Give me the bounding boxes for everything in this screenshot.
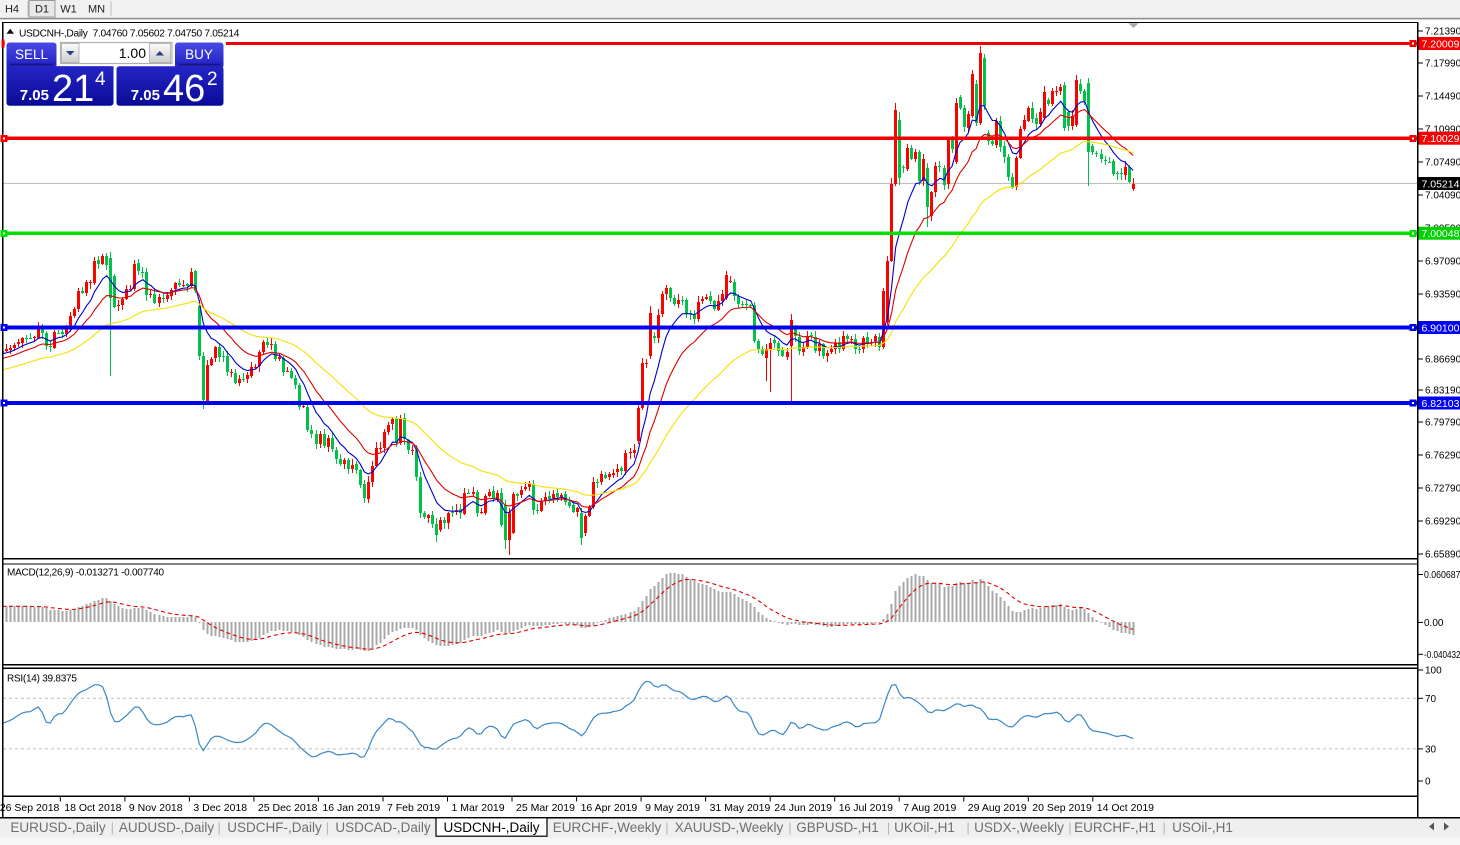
svg-text:|: | bbox=[425, 820, 428, 835]
svg-text:XAUUSD-,Weekly: XAUUSD-,Weekly bbox=[675, 820, 784, 835]
svg-text:14 Oct 2019: 14 Oct 2019 bbox=[1097, 802, 1154, 814]
svg-text:25 Mar 2019: 25 Mar 2019 bbox=[516, 802, 575, 814]
svg-text:7.21390: 7.21390 bbox=[1425, 27, 1460, 38]
svg-text:6.69290: 6.69290 bbox=[1425, 517, 1460, 528]
svg-text:6.97090: 6.97090 bbox=[1425, 257, 1460, 268]
svg-text:EURUSD-,Daily: EURUSD-,Daily bbox=[10, 820, 106, 835]
svg-text:|: | bbox=[326, 820, 329, 835]
svg-text:7.05: 7.05 bbox=[20, 87, 49, 104]
svg-text:6.72790: 6.72790 bbox=[1425, 484, 1460, 495]
svg-text:|: | bbox=[665, 820, 668, 835]
svg-text:D1: D1 bbox=[35, 4, 49, 16]
svg-text:7.04090: 7.04090 bbox=[1425, 191, 1460, 202]
svg-text:46: 46 bbox=[163, 68, 205, 110]
svg-text:7.17990: 7.17990 bbox=[1425, 59, 1460, 70]
svg-text:|: | bbox=[1068, 820, 1071, 835]
svg-text:7 Aug 2019: 7 Aug 2019 bbox=[903, 802, 956, 814]
svg-text:30: 30 bbox=[1425, 744, 1437, 755]
svg-text:3 Dec 2018: 3 Dec 2018 bbox=[193, 802, 247, 814]
svg-text:2: 2 bbox=[207, 69, 218, 90]
svg-text:BUY: BUY bbox=[185, 47, 213, 62]
svg-text:7.07490: 7.07490 bbox=[1425, 158, 1460, 169]
svg-text:6.93590: 6.93590 bbox=[1425, 290, 1460, 301]
svg-text:7.05: 7.05 bbox=[131, 87, 160, 104]
svg-text:25 Dec 2018: 25 Dec 2018 bbox=[258, 802, 318, 814]
svg-text:USDCHF-,Daily: USDCHF-,Daily bbox=[227, 820, 322, 835]
svg-text:|: | bbox=[966, 820, 969, 835]
svg-text:USDCAD-,Daily: USDCAD-,Daily bbox=[335, 820, 431, 835]
svg-text:9 May 2019: 9 May 2019 bbox=[645, 802, 700, 814]
svg-text:MN: MN bbox=[88, 4, 105, 16]
svg-text:7.14490: 7.14490 bbox=[1425, 92, 1460, 103]
svg-text:H4: H4 bbox=[5, 4, 19, 16]
svg-text:RSI(14) 39.8375: RSI(14) 39.8375 bbox=[7, 674, 77, 685]
svg-text:26 Sep 2018: 26 Sep 2018 bbox=[0, 802, 60, 814]
svg-text:7.20009: 7.20009 bbox=[1422, 39, 1460, 51]
svg-text:0: 0 bbox=[1425, 777, 1431, 788]
svg-text:6.76290: 6.76290 bbox=[1425, 451, 1460, 462]
svg-text:6.65890: 6.65890 bbox=[1425, 550, 1460, 561]
svg-text:UKOil-,H1: UKOil-,H1 bbox=[894, 820, 955, 835]
svg-text:|: | bbox=[111, 820, 114, 835]
svg-text:21: 21 bbox=[52, 68, 94, 110]
svg-text:|: | bbox=[887, 820, 890, 835]
svg-text:USDX-,Weekly: USDX-,Weekly bbox=[974, 820, 1064, 835]
svg-text:|: | bbox=[218, 820, 221, 835]
svg-text:6.86690: 6.86690 bbox=[1425, 355, 1460, 366]
svg-text:6.90100: 6.90100 bbox=[1422, 323, 1460, 335]
svg-text:6.83190: 6.83190 bbox=[1425, 386, 1460, 397]
svg-text:31 May 2019: 31 May 2019 bbox=[710, 802, 771, 814]
svg-text:1.00: 1.00 bbox=[119, 45, 146, 61]
svg-text:16 Apr 2019: 16 Apr 2019 bbox=[581, 802, 638, 814]
svg-text:|: | bbox=[788, 820, 791, 835]
svg-text:20 Sep 2019: 20 Sep 2019 bbox=[1032, 802, 1092, 814]
svg-text:7.05214: 7.05214 bbox=[1422, 179, 1460, 191]
svg-text:USDCNH-,Daily 7.04760 7.05602: USDCNH-,Daily 7.04760 7.05602 7.04750 7.… bbox=[19, 29, 240, 40]
svg-text:0.060687: 0.060687 bbox=[1424, 570, 1460, 581]
svg-text:W1: W1 bbox=[60, 4, 77, 16]
svg-text:7.10990: 7.10990 bbox=[1425, 125, 1460, 136]
svg-text:0.00: 0.00 bbox=[1424, 618, 1444, 629]
svg-text:16 Jul 2019: 16 Jul 2019 bbox=[839, 802, 893, 814]
svg-text:MACD(12,26,9) -0.013271 -0.007: MACD(12,26,9) -0.013271 -0.007740 bbox=[7, 568, 165, 579]
svg-text:USDCNH-,Daily: USDCNH-,Daily bbox=[443, 820, 539, 835]
svg-text:9 Nov 2018: 9 Nov 2018 bbox=[129, 802, 183, 814]
svg-text:AUDUSD-,Daily: AUDUSD-,Daily bbox=[119, 820, 215, 835]
svg-text:EURCHF-,H1: EURCHF-,H1 bbox=[1074, 820, 1156, 835]
svg-text:70: 70 bbox=[1425, 694, 1437, 705]
svg-text:7.00048: 7.00048 bbox=[1422, 228, 1460, 240]
svg-text:1 Mar 2019: 1 Mar 2019 bbox=[452, 802, 505, 814]
svg-text:USOil-,H1: USOil-,H1 bbox=[1172, 820, 1233, 835]
svg-text:GBPUSD-,H1: GBPUSD-,H1 bbox=[796, 820, 879, 835]
svg-text:|: | bbox=[1163, 820, 1166, 835]
svg-text:SELL: SELL bbox=[15, 47, 49, 62]
svg-text:6.79790: 6.79790 bbox=[1425, 418, 1460, 429]
svg-text:24 Jun 2019: 24 Jun 2019 bbox=[774, 802, 832, 814]
svg-text:7.10029: 7.10029 bbox=[1422, 133, 1460, 145]
svg-text:16 Jan 2019: 16 Jan 2019 bbox=[322, 802, 380, 814]
svg-text:7 Feb 2019: 7 Feb 2019 bbox=[387, 802, 440, 814]
svg-text:18 Oct 2018: 18 Oct 2018 bbox=[64, 802, 121, 814]
svg-text:29 Aug 2019: 29 Aug 2019 bbox=[968, 802, 1027, 814]
svg-text:-0.040432: -0.040432 bbox=[1424, 650, 1460, 661]
svg-text:EURCHF-,Weekly: EURCHF-,Weekly bbox=[553, 820, 662, 835]
svg-text:6.82103: 6.82103 bbox=[1422, 398, 1460, 410]
svg-text:100: 100 bbox=[1425, 666, 1442, 677]
svg-text:4: 4 bbox=[95, 69, 106, 90]
